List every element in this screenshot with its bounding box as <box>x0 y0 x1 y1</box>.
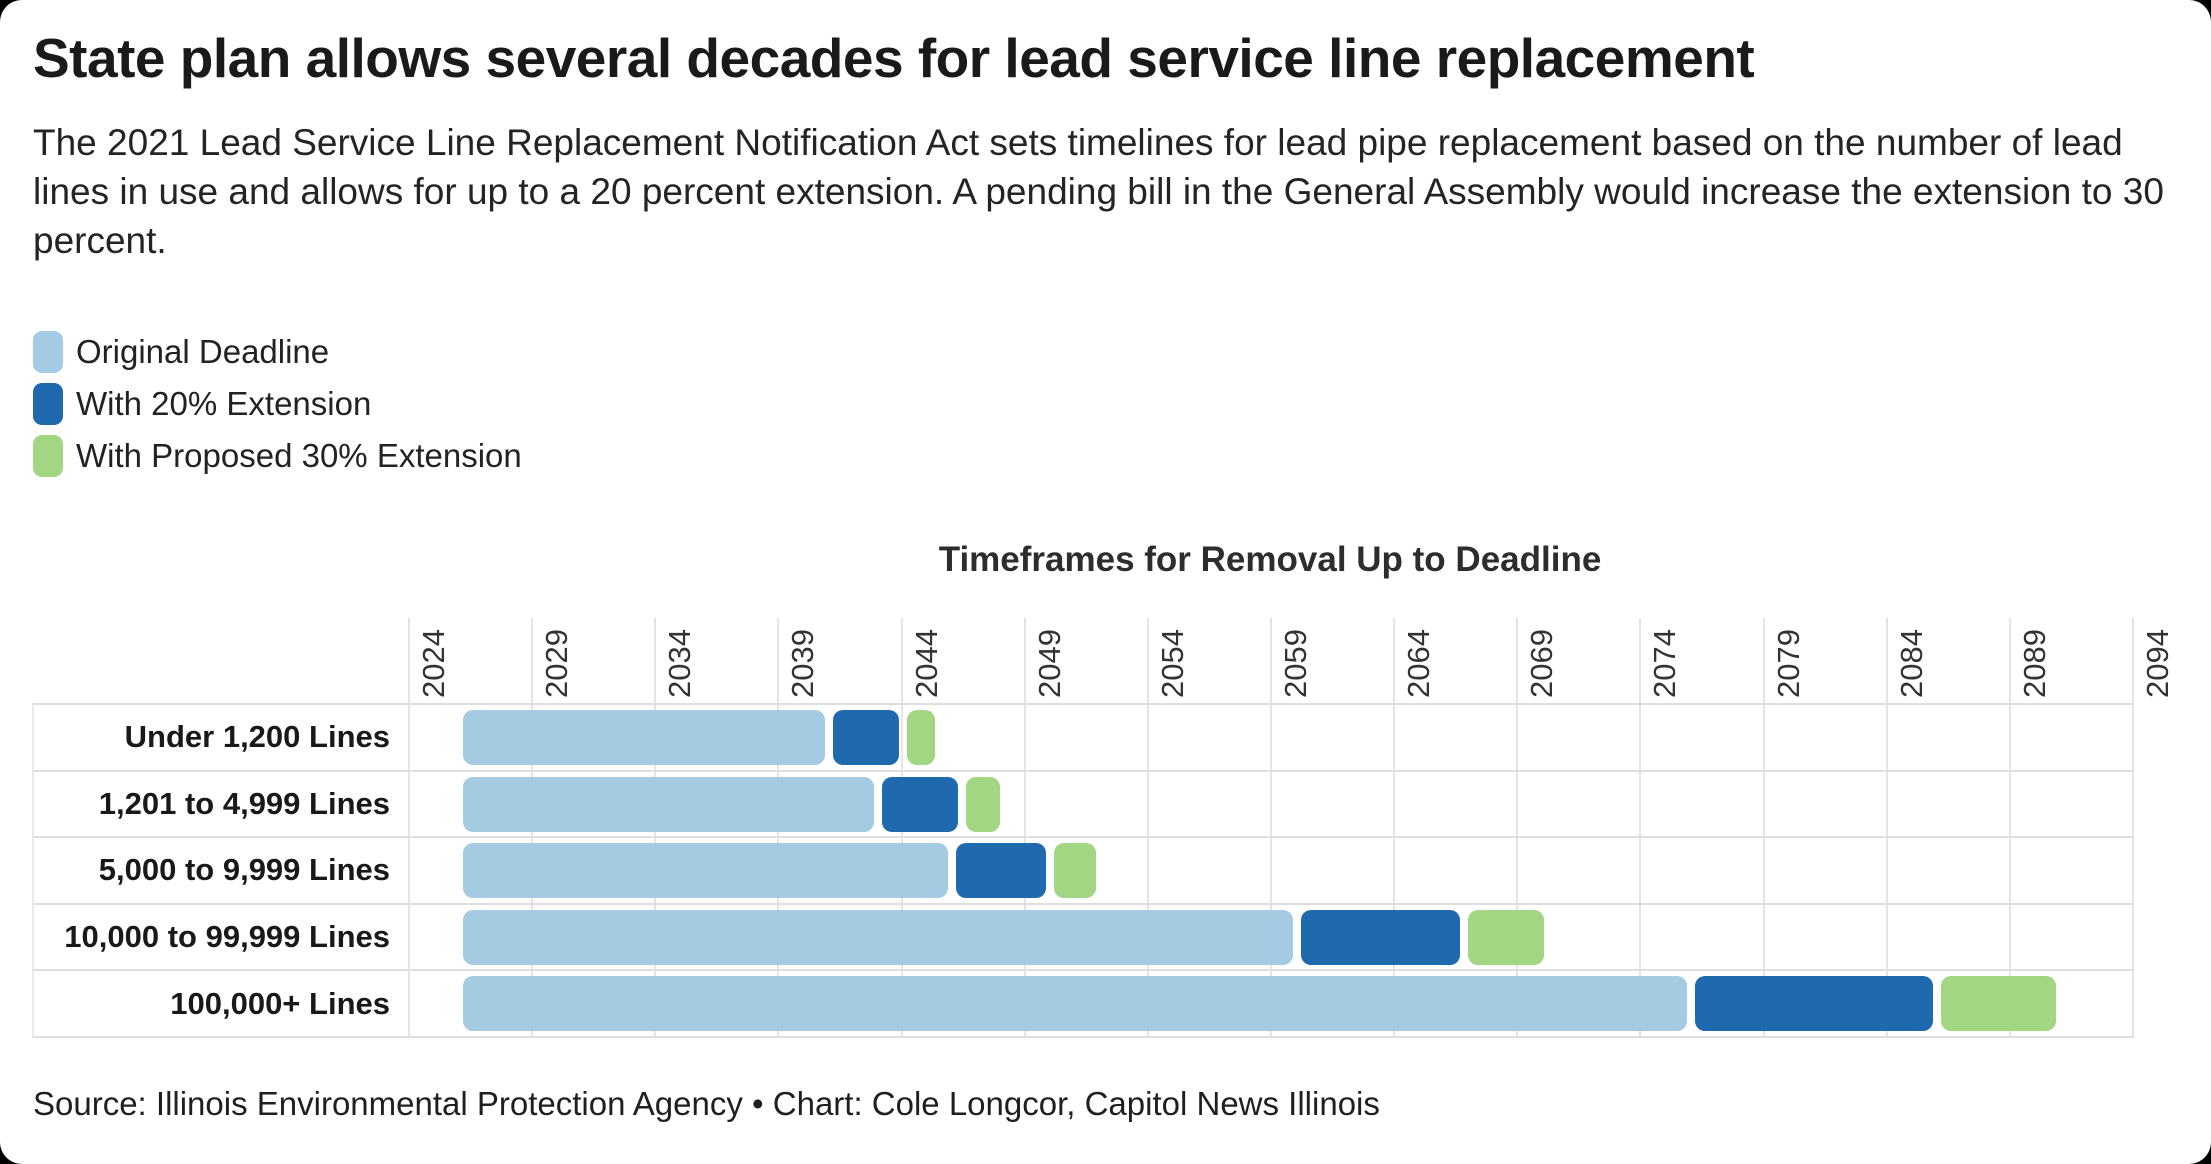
x-axis-tick-label: 2074 <box>1647 629 1683 698</box>
legend: Original Deadline With 20% Extension Wit… <box>33 330 522 478</box>
chart-row: 1,201 to 4,999 Lines <box>34 772 2134 839</box>
bar-30pct-extension <box>1468 909 1544 965</box>
plot-area: 2024 2029 2034 2039 2044 2049 2054 2059 2064 2069… <box>32 618 2175 1038</box>
x-axis-tick-label: 2094 <box>2139 629 2175 698</box>
gridline <box>1269 618 1272 1036</box>
x-axis-tick-label: 2079 <box>1770 629 1806 698</box>
bar-30pct-extension <box>1940 976 2057 1032</box>
legend-label: With 20% Extension <box>76 385 372 422</box>
x-axis-tick-label: 2089 <box>2016 629 2052 698</box>
bar-original-deadline <box>463 710 825 765</box>
bar-20pct-extension <box>1694 976 1933 1032</box>
bar-original-deadline <box>463 976 1687 1032</box>
chart-rows: Under 1,200 Lines 1,201 to 4,999 Lines 5,0… <box>32 703 2134 1038</box>
bar-20pct-extension <box>832 710 899 765</box>
gridline <box>1516 618 1519 1036</box>
legend-swatch-20pct-extension-icon <box>33 383 63 425</box>
legend-swatch-30pct-extension-icon <box>33 435 63 477</box>
legend-label: With Proposed 30% Extension <box>76 437 522 474</box>
legend-item-20pct-extension: With 20% Extension <box>33 382 522 426</box>
x-axis-tick-label: 2044 <box>908 629 944 698</box>
row-label: Under 1,200 Lines <box>124 719 390 755</box>
x-axis-tick-label: 2084 <box>1893 629 1929 698</box>
bar-20pct-extension <box>881 776 958 832</box>
chart-row: 100,000+ Lines <box>34 971 2134 1038</box>
legend-swatch-original-deadline-icon <box>33 331 63 373</box>
gridline <box>2131 618 2134 1036</box>
chart-title: Timeframes for Removal Up to Deadline <box>938 540 1602 579</box>
bar-original-deadline <box>463 843 948 899</box>
gridline <box>1762 618 1765 1036</box>
bar-20pct-extension <box>955 843 1047 899</box>
gridline <box>408 618 410 1036</box>
gridline <box>1146 618 1149 1036</box>
bar-original-deadline <box>463 909 1293 965</box>
chart-row: Under 1,200 Lines <box>34 705 2134 772</box>
row-label: 100,000+ Lines <box>170 985 390 1021</box>
gridline <box>1393 618 1396 1036</box>
legend-item-30pct-extension: With Proposed 30% Extension <box>33 434 522 478</box>
x-axis-tick-label: 2029 <box>539 629 575 698</box>
legend-item-original-deadline: Original Deadline <box>33 330 522 374</box>
row-label: 5,000 to 9,999 Lines <box>98 852 390 888</box>
bar-30pct-extension <box>965 776 1000 832</box>
gridline <box>1885 618 1888 1036</box>
x-axis-tick-label: 2069 <box>1524 629 1560 698</box>
page-subtitle: The 2021 Lead Service Line Replacement N… <box>33 122 2164 261</box>
legend-label: Original Deadline <box>76 333 330 370</box>
x-axis-tick-label: 2049 <box>1031 629 1067 698</box>
x-axis-tick-label: 2064 <box>1401 629 1437 698</box>
source-credit: Source: Illinois Environmental Protectio… <box>33 1085 1380 1122</box>
bar-original-deadline <box>463 776 874 832</box>
page-title: State plan allows several decades for le… <box>33 27 1755 89</box>
gridline <box>1639 618 1642 1036</box>
x-axis-tick-label: 2034 <box>662 629 698 698</box>
x-axis-tick-label: 2039 <box>785 629 821 698</box>
row-label: 1,201 to 4,999 Lines <box>98 785 390 821</box>
row-label: 10,000 to 99,999 Lines <box>64 919 390 955</box>
chart-row: 5,000 to 9,999 Lines <box>34 838 2134 905</box>
x-axis-tick-label: 2054 <box>1154 629 1190 698</box>
x-axis-tick-label: 2059 <box>1277 629 1313 698</box>
bar-30pct-extension <box>1054 843 1096 899</box>
chart-row: 10,000 to 99,999 Lines <box>34 905 2134 972</box>
gridline <box>2008 618 2011 1036</box>
x-axis-tick-label: 2024 <box>416 629 451 698</box>
gridline <box>1023 618 1026 1036</box>
bar-30pct-extension <box>906 710 936 765</box>
bar-20pct-extension <box>1300 909 1461 965</box>
